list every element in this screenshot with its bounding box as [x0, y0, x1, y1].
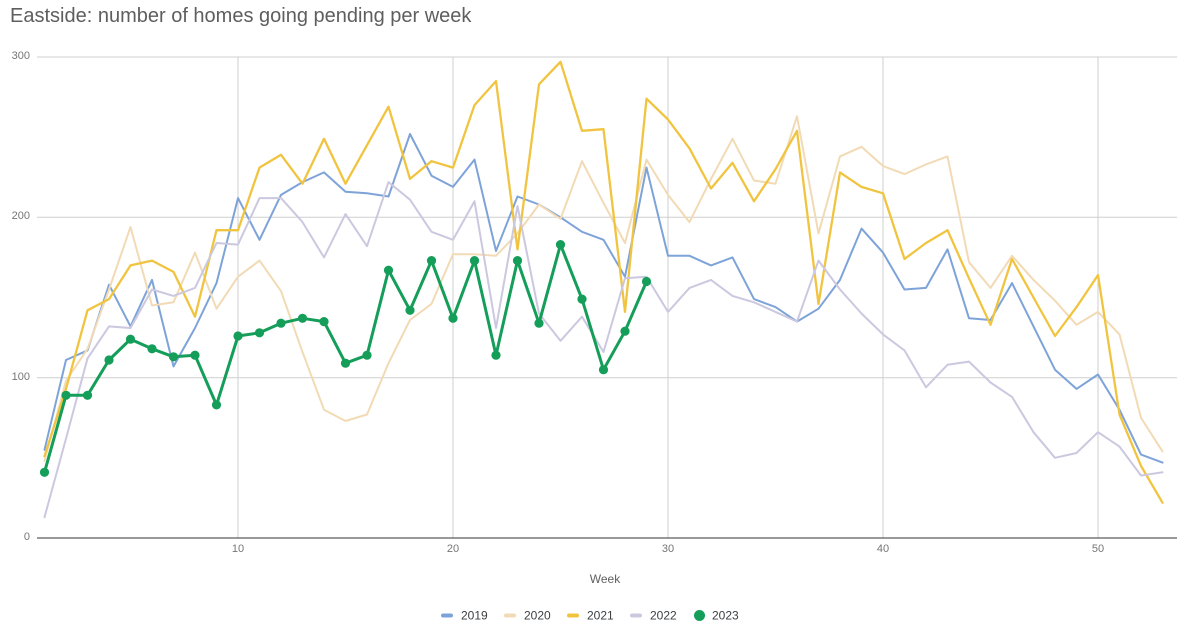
svg-text:2021: 2021 — [587, 609, 614, 623]
svg-text:2019: 2019 — [461, 609, 488, 623]
svg-text:2020: 2020 — [524, 609, 551, 623]
svg-text:2022: 2022 — [650, 609, 677, 623]
svg-text:2023: 2023 — [712, 609, 739, 623]
